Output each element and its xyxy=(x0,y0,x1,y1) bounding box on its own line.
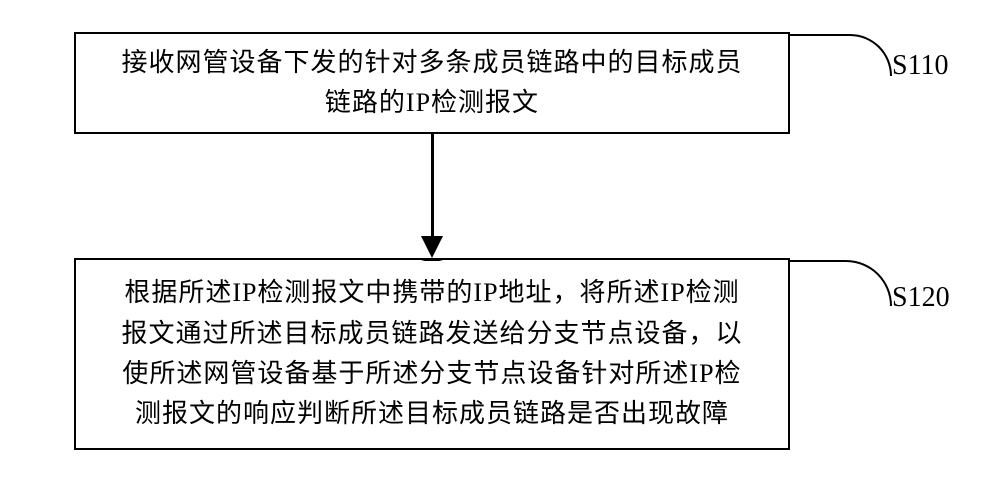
step-label-s110: S110 xyxy=(892,50,949,82)
step-label-s120: S120 xyxy=(892,282,950,314)
connector-curve-s110 xyxy=(790,34,892,76)
step-text: 根据所述IP检测报文中携带的IP地址，将所述IP检测 报文通过所述目标成员链路发… xyxy=(121,273,742,434)
arrow-head-down-icon xyxy=(421,236,443,261)
flowchart-canvas: 接收网管设备下发的针对多条成员链路中的目标成员 链路的IP检测报文 根据所述IP… xyxy=(0,0,1000,504)
step-box-receive-ip-packet: 接收网管设备下发的针对多条成员链路中的目标成员 链路的IP检测报文 xyxy=(74,32,790,134)
connector-curve-s120 xyxy=(790,260,892,306)
arrow-shaft xyxy=(431,134,434,236)
step-text: 接收网管设备下发的针对多条成员链路中的目标成员 链路的IP检测报文 xyxy=(121,43,742,124)
step-box-forward-and-judge: 根据所述IP检测报文中携带的IP地址，将所述IP检测 报文通过所述目标成员链路发… xyxy=(74,258,790,450)
